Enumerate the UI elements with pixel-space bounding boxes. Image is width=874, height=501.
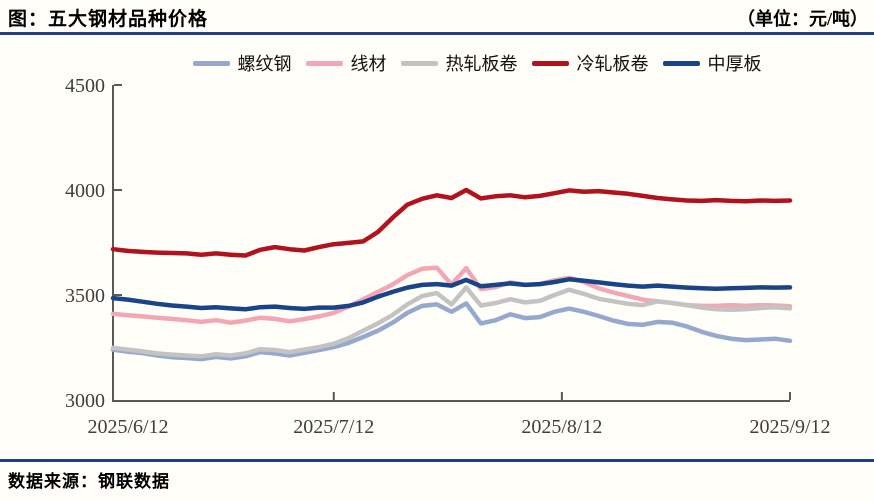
- chart-title: 图：五大钢材品种价格: [8, 9, 209, 30]
- series-line-wire-rod: [110, 265, 793, 325]
- data-source-label: 数据来源：钢联数据: [8, 472, 170, 491]
- series-line-hot-rolled-coil: [110, 285, 793, 359]
- legend-swatch-medium-plate: [662, 60, 700, 66]
- x-axis-label-2025/8/12: 2025/8/12: [521, 416, 602, 438]
- legend-label-rebar: 螺纹钢: [237, 54, 292, 74]
- x-axis-label-2025/6/12: 2025/6/12: [87, 416, 168, 438]
- legend-item-medium-plate: 中厚板: [662, 50, 762, 76]
- footer-divider: [0, 459, 874, 462]
- legend-label-medium-plate: 中厚板: [707, 54, 762, 74]
- legend-item-cold-rolled-coil: 冷轧板卷: [531, 50, 649, 76]
- legend-swatch-wire-rod: [305, 60, 343, 66]
- series-line-medium-plate: [110, 277, 793, 312]
- axis-lines: [112, 85, 790, 402]
- legend-label-wire-rod: 线材: [350, 54, 387, 74]
- legend-swatch-rebar: [192, 60, 230, 66]
- legend-item-wire-rod: 线材: [305, 50, 387, 76]
- legend-item-hot-rolled-coil: 热轧板卷: [400, 50, 518, 76]
- legend: 螺纹钢 线材 热轧板卷 冷轧板卷 中厚板: [0, 50, 874, 76]
- x-axis-label-2025/9/12: 2025/9/12: [749, 416, 830, 438]
- legend-item-rebar: 螺纹钢: [192, 50, 292, 76]
- series-line-rebar: [110, 301, 793, 362]
- unit-label: （单位：元/吨）: [736, 9, 868, 29]
- header: 图：五大钢材品种价格 （单位：元/吨）: [0, 0, 874, 30]
- y-axis-label-4500: 4500: [65, 75, 105, 97]
- footer: 数据来源：钢联数据: [8, 467, 170, 492]
- legend-swatch-cold-rolled-coil: [531, 60, 569, 66]
- x-axis-label-2025/7/12: 2025/7/12: [293, 416, 374, 438]
- y-axis-label-4000: 4000: [65, 180, 105, 202]
- header-divider: [0, 32, 874, 35]
- legend-label-hot-rolled-coil: 热轧板卷: [445, 54, 518, 74]
- y-axis-label-3000: 3000: [65, 390, 105, 412]
- series-line-cold-rolled-coil: [110, 187, 793, 258]
- legend-swatch-hot-rolled-coil: [400, 60, 438, 66]
- y-axis-label-3500: 3500: [65, 285, 105, 307]
- legend-label-cold-rolled-coil: 冷轧板卷: [576, 54, 649, 74]
